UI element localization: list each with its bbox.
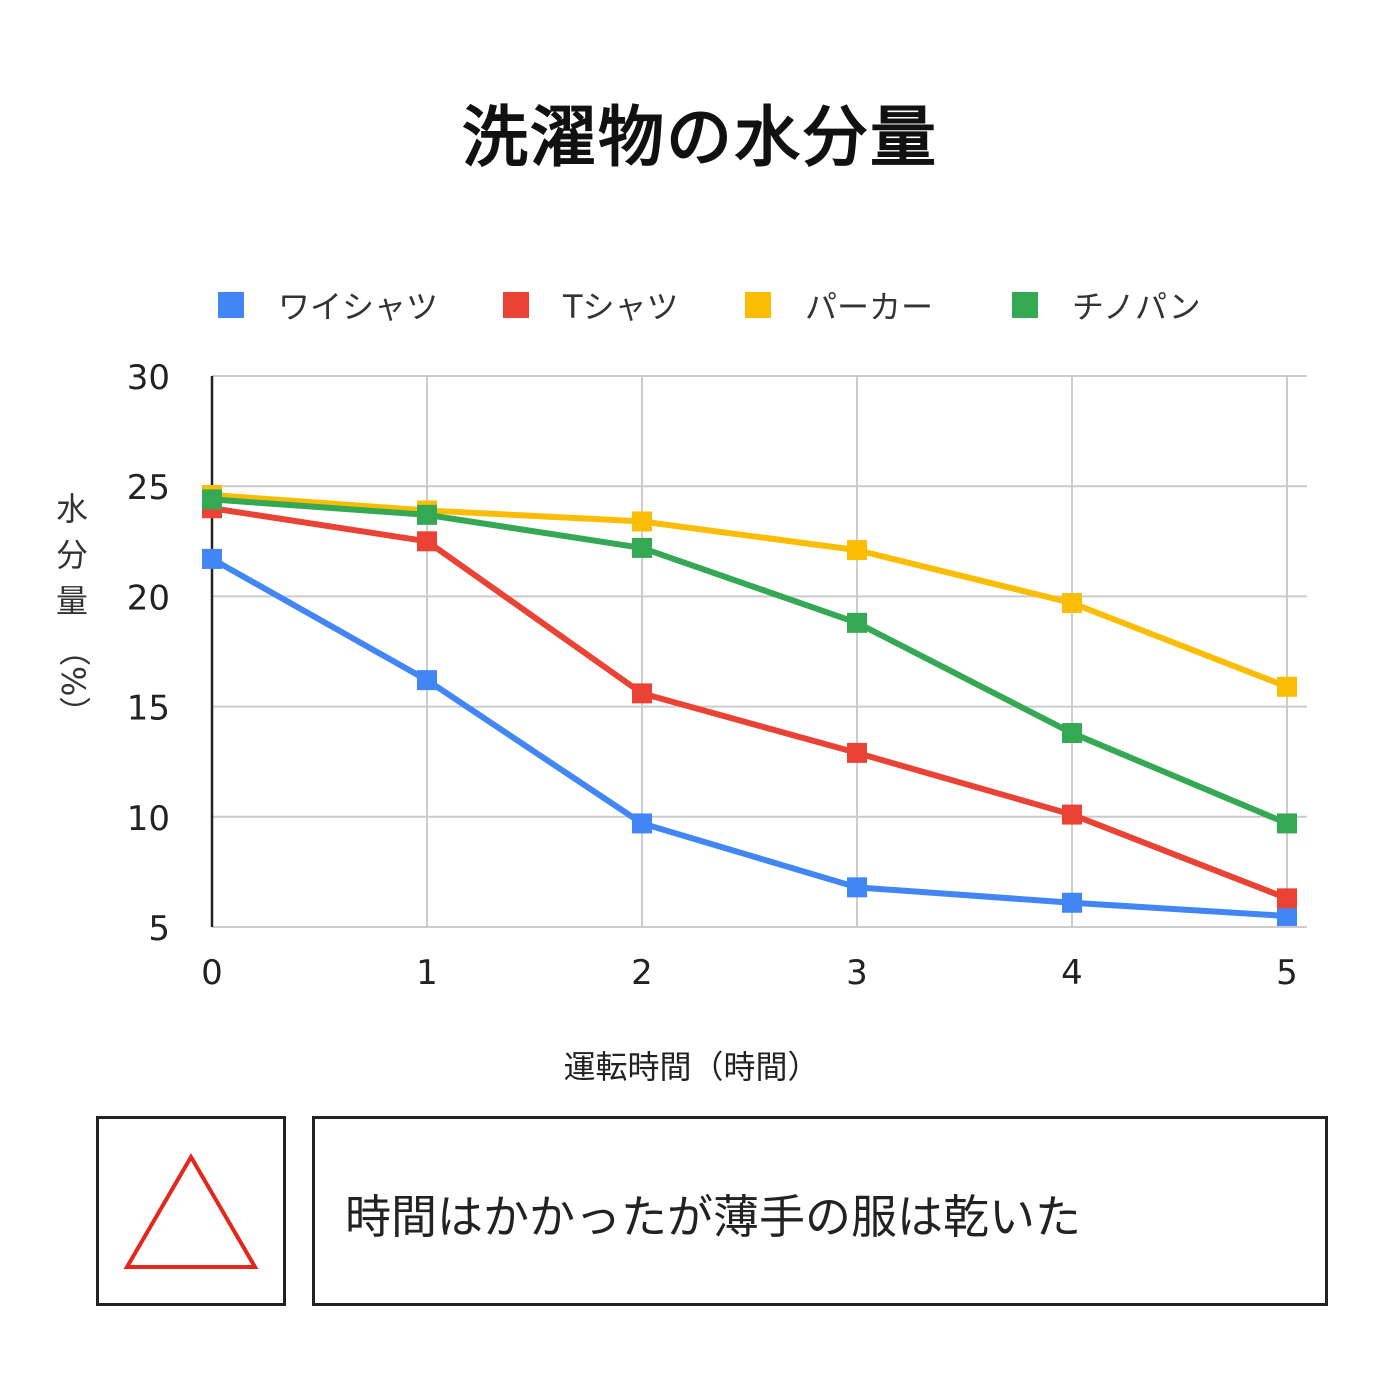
y-tick-label: 5 xyxy=(148,909,170,949)
x-tick-label: 3 xyxy=(846,953,868,993)
data-point-1 xyxy=(1277,905,1297,926)
legend-item-2: Tシャツ xyxy=(503,280,679,330)
y-tick-label: 15 xyxy=(127,689,170,729)
legend-swatch-1 xyxy=(218,292,244,318)
y-tick-label: 30 xyxy=(127,358,170,398)
rating-box xyxy=(96,1116,286,1306)
legend-swatch-3 xyxy=(745,292,771,318)
x-tick-label: 0 xyxy=(201,953,223,993)
comment-box: 時間はかかったが薄手の服は乾いた xyxy=(312,1116,1328,1306)
chart-title: 洗濯物の水分量 xyxy=(462,99,938,176)
y-tick-label: 10 xyxy=(127,799,170,839)
data-point-1 xyxy=(1062,892,1082,913)
data-point-2 xyxy=(632,683,652,704)
data-point-1 xyxy=(417,670,437,691)
data-point-3 xyxy=(1277,676,1297,697)
legend-item-1: ワイシャツ xyxy=(218,280,438,330)
legend-label-3: パーカー xyxy=(805,288,934,326)
data-point-3 xyxy=(632,511,652,532)
x-tick-label: 5 xyxy=(1276,953,1298,993)
chart-plot: 5 10 15 20 25 30 0 1 2 3 4 5 xyxy=(127,358,1307,993)
chart-legend: ワイシャツ Tシャツ パーカー チノパン xyxy=(0,280,1400,330)
x-axis-label: 運転時間（時間） xyxy=(563,1048,820,1086)
series-line-2 xyxy=(209,505,1290,902)
legend-label-1: ワイシャツ xyxy=(278,288,439,326)
legend-label-4: チノパン xyxy=(1072,288,1201,326)
data-point-2 xyxy=(1277,888,1297,909)
y-tick-label: 20 xyxy=(127,578,170,618)
data-point-1 xyxy=(202,548,222,569)
series-line-4 xyxy=(209,496,1290,827)
x-tick-label: 4 xyxy=(1061,953,1083,993)
y-axis-label-unit: （%） xyxy=(54,634,92,729)
data-point-4 xyxy=(847,612,867,633)
data-point-4 xyxy=(202,489,222,510)
legend-label-2: Tシャツ xyxy=(563,288,679,326)
legend-item-3: パーカー xyxy=(745,280,933,330)
data-point-1 xyxy=(632,813,652,834)
data-point-2 xyxy=(847,742,867,763)
comment-text: 時間はかかったが薄手の服は乾いた xyxy=(345,1190,1081,1244)
series-line-1 xyxy=(209,555,1290,919)
x-tick-label: 2 xyxy=(631,953,653,993)
data-point-1 xyxy=(847,877,867,898)
y-tick-label: 25 xyxy=(127,468,170,508)
data-point-4 xyxy=(1277,813,1297,834)
data-point-3 xyxy=(1062,593,1082,614)
y-axis-label-main: 水分量 xyxy=(55,490,88,620)
data-point-4 xyxy=(632,537,652,558)
series-line-3 xyxy=(209,492,1290,690)
triangle-icon xyxy=(123,1153,259,1269)
data-point-2 xyxy=(1062,804,1082,825)
x-tick-label: 1 xyxy=(416,953,438,993)
y-axis-label: 水分量 （%） xyxy=(50,486,94,728)
data-point-2 xyxy=(417,531,437,552)
data-point-4 xyxy=(1062,723,1082,744)
legend-swatch-4 xyxy=(1012,292,1038,318)
legend-swatch-2 xyxy=(503,292,529,318)
data-point-3 xyxy=(847,540,867,561)
legend-item-4: チノパン xyxy=(1012,280,1201,330)
data-point-4 xyxy=(417,504,437,525)
